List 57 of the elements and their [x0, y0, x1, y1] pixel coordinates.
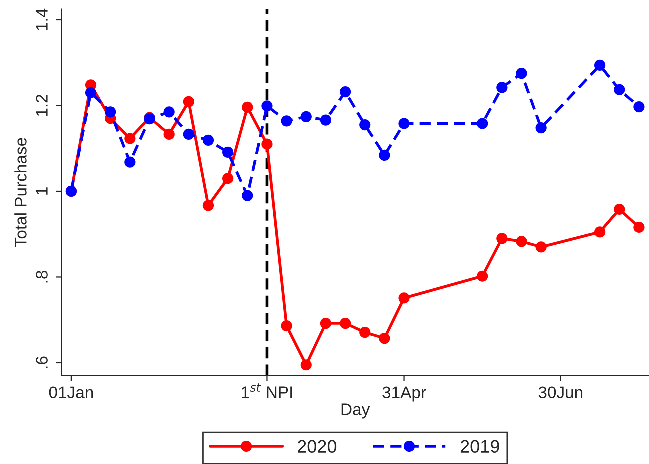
point	[262, 100, 273, 112]
point	[164, 106, 175, 118]
point	[320, 318, 332, 330]
y-axis-title: Total Purchase	[14, 138, 27, 248]
point	[320, 114, 332, 126]
point	[536, 122, 547, 134]
x-axis-title: Day	[342, 404, 370, 419]
legend-label: 2019	[460, 440, 500, 454]
legend-label: 2020	[298, 440, 337, 454]
point	[222, 173, 234, 184]
point	[614, 84, 626, 96]
point	[360, 326, 371, 338]
y-tick-label: 1.4	[36, 8, 48, 30]
point	[183, 128, 194, 140]
point	[340, 318, 352, 330]
point	[105, 106, 116, 118]
x-tick-label: 1$^{st}$ NPI	[242, 384, 292, 398]
point	[360, 119, 371, 131]
x-tick-label: 30Jun	[538, 386, 583, 398]
y-tick-label: .8	[36, 271, 48, 283]
point	[222, 146, 234, 158]
point	[164, 128, 175, 140]
point	[202, 200, 214, 212]
point	[242, 102, 254, 114]
point	[281, 320, 292, 332]
point	[379, 150, 390, 162]
x-tick-label: 01Jan	[49, 386, 94, 398]
point	[262, 138, 273, 150]
point	[496, 82, 508, 94]
point	[202, 134, 214, 146]
point	[124, 156, 136, 168]
point	[300, 111, 312, 122]
point	[496, 233, 508, 244]
point	[398, 118, 410, 130]
point	[124, 133, 136, 144]
point	[594, 60, 606, 71]
point	[85, 87, 97, 98]
y-tick-label: .6	[36, 356, 48, 368]
point	[340, 86, 352, 98]
point	[281, 116, 292, 127]
point	[594, 226, 606, 238]
y-tick-label: 1.2	[36, 94, 48, 116]
point	[300, 360, 312, 371]
point	[477, 118, 488, 130]
point	[398, 292, 410, 304]
point	[634, 101, 645, 113]
point	[477, 270, 488, 282]
y-tick-label: 1	[36, 188, 48, 195]
point	[614, 204, 626, 216]
x-tick-label: 31Apr	[382, 386, 426, 402]
point	[379, 332, 390, 344]
point	[516, 236, 528, 248]
point	[536, 242, 547, 253]
point	[634, 222, 645, 234]
point	[183, 96, 194, 108]
point	[242, 190, 254, 202]
point	[516, 68, 528, 80]
